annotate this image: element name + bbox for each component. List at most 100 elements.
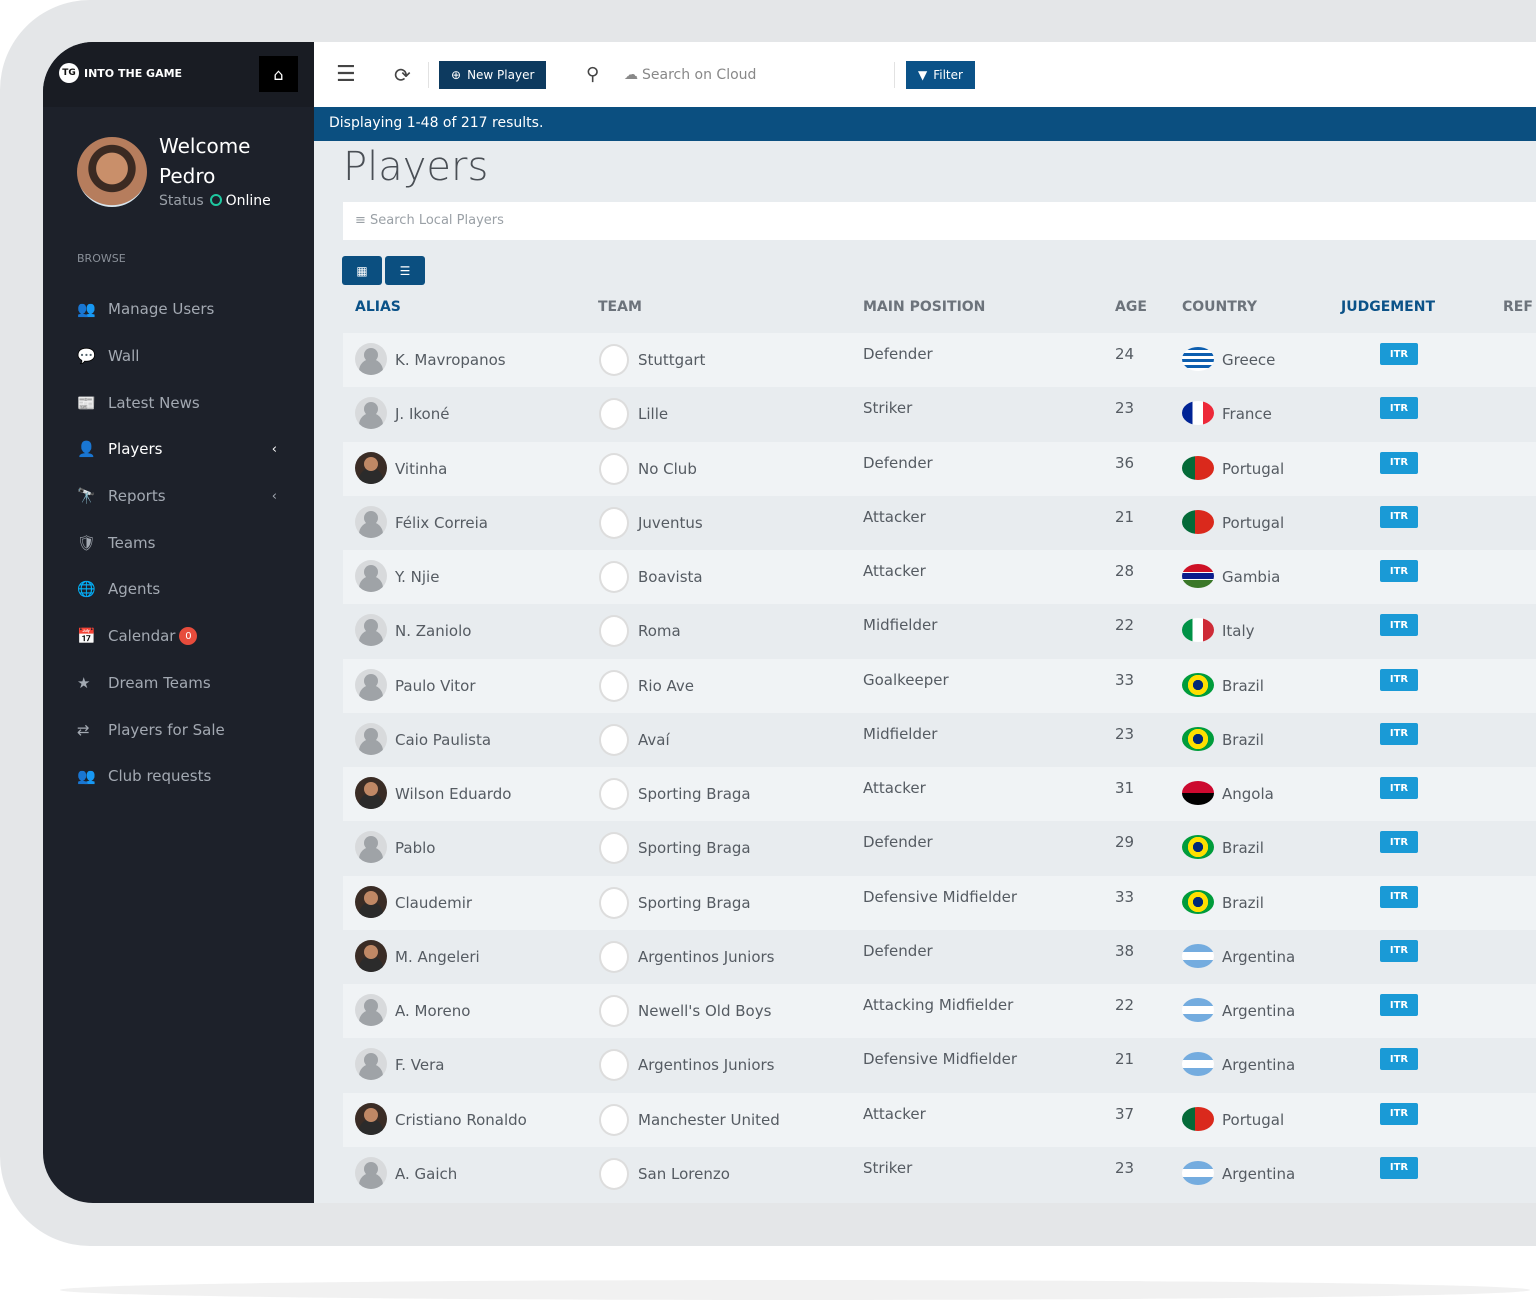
sidebar-item-teams[interactable]: 🛡 Teams (77, 519, 287, 566)
sidebar-item-reports[interactable]: 🔭 Reports ‹ (77, 473, 287, 520)
page-title: Players (343, 144, 489, 190)
star-icon: ★ (77, 673, 91, 692)
player-alias[interactable]: Caio Paulista (395, 730, 492, 749)
sidebar-item-club-requests[interactable]: 👥 Club requests (77, 753, 287, 800)
hamburger-icon: ☰ (336, 62, 356, 87)
judgement-badge[interactable]: ITR (1380, 560, 1418, 582)
player-alias[interactable]: Vitinha (395, 459, 448, 478)
table-row[interactable]: Cristiano Ronaldo Manchester United Atta… (343, 1092, 1536, 1147)
player-alias[interactable]: Pablo (395, 839, 436, 858)
local-search-input[interactable]: ≡ Search Local Players (343, 202, 1536, 240)
table-row[interactable]: Wilson Eduardo Sporting Braga Attacker 3… (343, 767, 1536, 822)
sidebar-item-label: Players for Sale (108, 720, 225, 739)
table-row[interactable]: K. Mavropanos Stuttgart Defender 24 Gree… (343, 333, 1536, 388)
player-alias[interactable]: J. Ikoné (395, 405, 450, 424)
table-row[interactable]: N. Zaniolo Roma Midfielder 22 Italy ITR (343, 604, 1536, 658)
table-row[interactable]: Paulo Vitor Rio Ave Goalkeeper 33 Brazil… (343, 658, 1536, 713)
player-alias[interactable]: Cristiano Ronaldo (395, 1110, 527, 1129)
table-row[interactable]: M. Angeleri Argentinos Juniors Defender … (343, 930, 1536, 984)
player-alias[interactable]: M. Angeleri (395, 947, 480, 966)
judgement-badge[interactable]: ITR (1380, 1102, 1418, 1125)
menu-toggle[interactable]: ☰ (336, 42, 356, 107)
home-button[interactable]: ⌂ (259, 56, 298, 92)
judgement-badge[interactable]: ITR (1380, 777, 1418, 799)
avatar[interactable] (77, 137, 147, 207)
judgement-badge[interactable]: ITR (1380, 397, 1418, 420)
table-row[interactable]: J. Ikoné Lille Striker 23 France ITR (343, 387, 1536, 441)
table-row[interactable]: Vitinha No Club Defender 36 Portugal ITR (343, 441, 1536, 496)
chevron-left-icon: ‹ (271, 441, 277, 457)
player-alias[interactable]: F. Vera (395, 1056, 445, 1075)
table-row[interactable]: Félix Correia Juventus Attacker 21 Portu… (343, 496, 1536, 550)
sidebar-item-label: Latest News (108, 393, 200, 412)
judgement-badge[interactable]: ITR (1380, 343, 1418, 365)
header-alias[interactable]: ALIAS (355, 299, 401, 315)
player-age: 31 (1115, 779, 1135, 797)
player-alias[interactable]: Wilson Eduardo (395, 785, 512, 803)
judgement-badge[interactable]: ITR (1380, 939, 1418, 962)
cloud-search-input[interactable]: ☁ Search on Cloud (624, 42, 756, 107)
table-row[interactable]: Pablo Sporting Braga Defender 29 Brazil … (343, 821, 1536, 875)
judgement-badge[interactable]: ITR (1380, 505, 1418, 528)
player-team: Roma (638, 622, 681, 641)
home-icon: ⌂ (273, 64, 284, 84)
player-team: Manchester United (638, 1110, 780, 1129)
search-button[interactable]: ⚲ (586, 42, 599, 107)
table-row[interactable]: Y. Njie Boavista Attacker 28 Gambia ITR (343, 550, 1536, 605)
table-row[interactable]: Caio Paulista Avaí Midfielder 23 Brazil … (343, 713, 1536, 767)
player-alias[interactable]: N. Zaniolo (395, 622, 472, 641)
table-row[interactable]: A. Moreno Newell's Old Boys Attacking Mi… (343, 984, 1536, 1039)
player-avatar (355, 451, 387, 484)
sidebar-item-label: Dream Teams (108, 673, 211, 692)
table-row[interactable]: F. Vera Argentinos Juniors Defensive Mid… (343, 1038, 1536, 1092)
player-country: Brazil (1222, 893, 1264, 912)
header-ref: REF (1503, 299, 1533, 315)
judgement-badge[interactable]: ITR (1380, 1048, 1418, 1071)
player-country: Portugal (1222, 459, 1285, 478)
search-icon: ⚲ (586, 64, 600, 85)
player-alias[interactable]: Félix Correia (395, 513, 488, 532)
player-alias[interactable]: Claudemir (395, 893, 473, 912)
table-row[interactable]: Claudemir Sporting Braga Defensive Midfi… (343, 875, 1536, 930)
grid-view-button[interactable]: ▦ (342, 256, 382, 285)
player-position: Midfielder (863, 724, 938, 743)
list-view-button[interactable]: ☰ (385, 256, 425, 285)
new-player-button[interactable]: ⊕ New Player (439, 60, 547, 89)
sidebar-item-agents[interactable]: 🌐 Agents (77, 566, 287, 613)
refresh-button[interactable]: ⟳ (394, 42, 411, 107)
table-row[interactable]: A. Gaich San Lorenzo Striker 23 Argentin… (343, 1147, 1536, 1201)
logo[interactable]: TG INTO THE GAME (59, 63, 182, 83)
judgement-badge[interactable]: ITR (1380, 831, 1418, 854)
player-age: 38 (1115, 941, 1135, 960)
sidebar-item-calendar[interactable]: 📅 Calendar 0 (77, 613, 287, 660)
judgement-badge[interactable]: ITR (1380, 722, 1418, 745)
header-team: TEAM (598, 299, 642, 315)
player-age: 24 (1115, 345, 1135, 363)
player-team: Argentinos Juniors (638, 947, 775, 966)
status-value: Online (225, 193, 271, 209)
sidebar-item-players[interactable]: 👤 Players ‹ (77, 426, 287, 473)
sidebar-item-manage-users[interactable]: 👥 Manage Users (77, 286, 287, 333)
sidebar-item-latest-news[interactable]: 📰 Latest News (77, 379, 287, 426)
filter-button[interactable]: ▼ Filter (906, 60, 975, 89)
player-alias[interactable]: Paulo Vitor (395, 676, 476, 695)
player-alias[interactable]: K. Mavropanos (395, 351, 506, 369)
logo-mark: TG (59, 63, 79, 83)
judgement-badge[interactable]: ITR (1380, 885, 1418, 908)
sidebar-item-dream-teams[interactable]: ★ Dream Teams (77, 660, 287, 707)
player-age: 37 (1115, 1104, 1135, 1123)
judgement-badge[interactable]: ITR (1380, 614, 1418, 637)
divider (894, 61, 895, 88)
judgement-badge[interactable]: ITR (1380, 994, 1418, 1016)
sidebar-item-wall[interactable]: 💬 Wall (77, 333, 287, 380)
sidebar-item-players-for-sale[interactable]: ⇄ Players for Sale (77, 706, 287, 753)
judgement-badge[interactable]: ITR (1380, 668, 1418, 691)
player-alias[interactable]: Y. Njie (395, 568, 440, 586)
header-judgement[interactable]: JUDGEMENT (1341, 299, 1436, 315)
player-alias[interactable]: A. Gaich (395, 1164, 458, 1183)
judgement-badge[interactable]: ITR (1380, 1156, 1418, 1179)
divider (428, 61, 429, 88)
player-team: No Club (638, 459, 697, 478)
player-alias[interactable]: A. Moreno (395, 1002, 471, 1020)
judgement-badge[interactable]: ITR (1380, 451, 1418, 474)
